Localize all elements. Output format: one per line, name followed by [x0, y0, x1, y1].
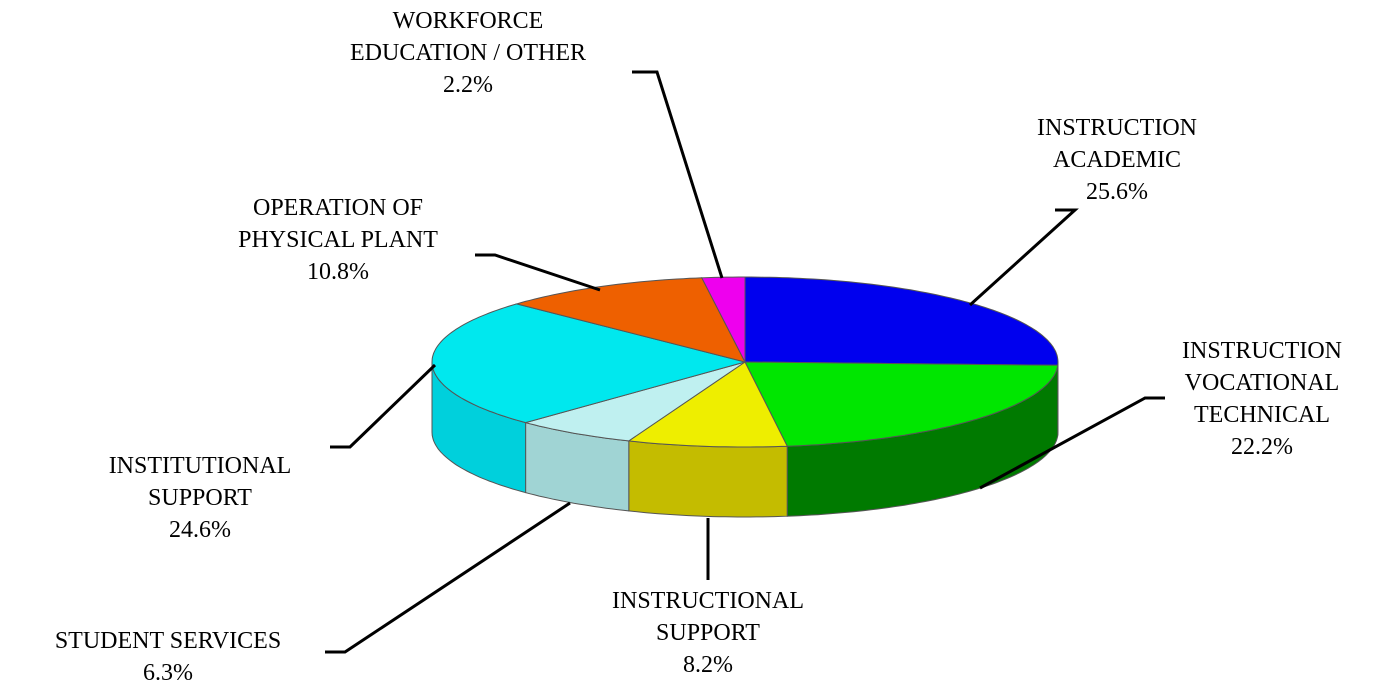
slice [744, 361, 1059, 447]
category-label: INSTRUCTIONAL SUPPORT [612, 588, 804, 646]
value-label: 24.6% [169, 517, 231, 543]
category-label: INSTRUCTION ACADEMIC [1037, 115, 1197, 173]
leader-line [475, 253, 601, 292]
value-label: 22.2% [1231, 434, 1293, 460]
category-label: INSTITUTIONAL SUPPORT [108, 453, 292, 511]
slice-label: WORKFORCE EDUCATION / OTHER 2.2% [350, 5, 586, 101]
value-label: 6.3% [142, 660, 193, 686]
leader-line [968, 208, 1079, 307]
leader-line [330, 363, 437, 449]
slice-label: OPERATION OF PHYSICAL PLANT 10.8% [238, 192, 438, 288]
leader-line [979, 396, 1165, 490]
slice-label: INSTRUCTIONAL SUPPORT 8.2% [612, 585, 804, 681]
slice-label: STUDENT SERVICES 6.3% [55, 625, 281, 689]
category-label: STUDENT SERVICES [54, 628, 282, 654]
slice [514, 277, 746, 363]
slice [523, 361, 746, 442]
leader-line [325, 501, 571, 654]
leader-line [632, 70, 724, 279]
slice-label: INSTITUTIONAL SUPPORT 24.6% [109, 450, 292, 546]
category-label: WORKFORCE EDUCATION / OTHER [350, 8, 586, 66]
slice-label: INSTRUCTION ACADEMIC 25.6% [1037, 112, 1197, 208]
value-label: 10.8% [306, 259, 369, 285]
value-label: 8.2% [683, 652, 733, 678]
slice [627, 361, 788, 448]
category-label: INSTRUCTION VOCATIONAL TECHNICAL [1182, 338, 1342, 428]
category-label: OPERATION OF PHYSICAL PLANT [238, 195, 438, 253]
slice [431, 303, 747, 424]
slice-side [628, 440, 788, 518]
slice [700, 276, 746, 363]
slice [744, 276, 1059, 366]
value-label: 2.2% [442, 72, 493, 98]
value-label: 25.6% [1086, 179, 1148, 205]
slice-label: INSTRUCTION VOCATIONAL TECHNICAL 22.2% [1182, 335, 1342, 463]
